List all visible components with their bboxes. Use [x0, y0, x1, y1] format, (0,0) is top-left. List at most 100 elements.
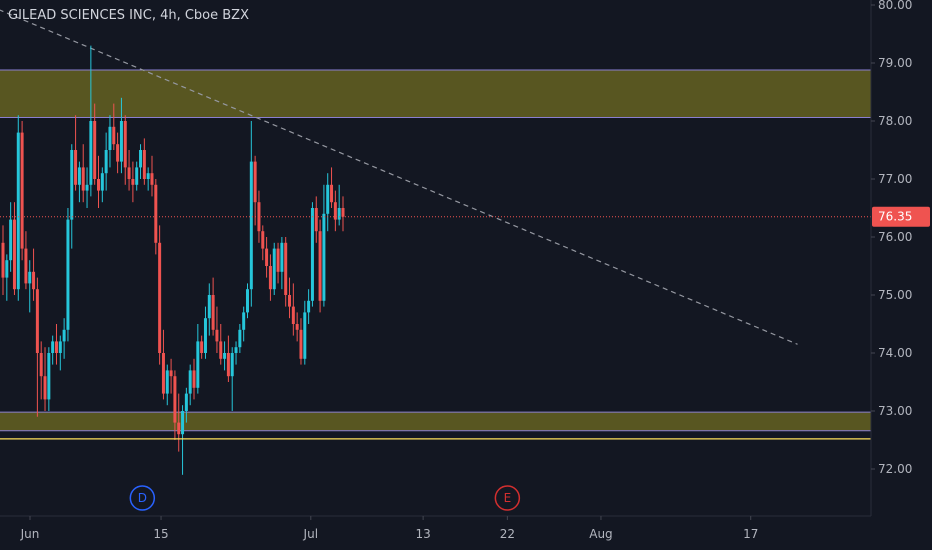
price-tick-label: 75.00	[878, 288, 912, 302]
last-price-tag	[872, 206, 930, 227]
candle	[253, 155, 257, 226]
candle	[303, 300, 307, 365]
candle	[192, 358, 196, 400]
candle-body	[196, 341, 200, 388]
candle	[16, 115, 20, 301]
candle	[330, 167, 334, 208]
candle	[12, 202, 16, 295]
candle-body	[299, 329, 303, 359]
price-tick-label: 76.00	[878, 230, 912, 244]
candle	[173, 370, 177, 440]
last-price-label: 76.35	[878, 210, 912, 224]
candle-body	[188, 370, 192, 394]
candle	[215, 306, 219, 353]
candle-body	[77, 167, 81, 185]
time-axis[interactable]: Jun 15 Jul 13 22 Aug 17	[0, 515, 871, 541]
candle-body	[58, 341, 62, 353]
candle-body	[70, 150, 74, 220]
candle	[58, 335, 62, 371]
candle-body	[104, 150, 108, 174]
candle-body	[150, 173, 154, 185]
candle	[28, 260, 32, 313]
candle-body	[81, 167, 85, 191]
candle-body	[35, 289, 39, 353]
candle	[291, 283, 295, 336]
time-tick-label: Jun	[20, 527, 40, 541]
candle-body	[330, 184, 334, 203]
candle-body	[119, 121, 123, 162]
support-zone	[0, 412, 871, 431]
candle-body	[139, 150, 143, 168]
candle-body	[28, 271, 32, 284]
candle-body	[272, 248, 276, 290]
candle-body	[20, 132, 24, 249]
candle	[307, 289, 311, 324]
trendline-layer	[0, 9, 798, 345]
candle-body	[100, 173, 104, 191]
time-tick-label: Jul	[303, 527, 318, 541]
candle	[165, 364, 169, 406]
candle-body	[261, 231, 265, 249]
candle-body	[295, 324, 299, 330]
candle	[322, 184, 326, 307]
candles-layer	[1, 45, 345, 475]
candle	[32, 248, 36, 301]
candle-body	[341, 208, 345, 217]
candle-body	[322, 213, 326, 301]
candle	[97, 155, 101, 208]
candle	[265, 237, 269, 278]
candle	[184, 387, 188, 423]
candle-body	[62, 329, 66, 342]
candle	[74, 115, 78, 191]
earnings-marker[interactable]: E	[494, 485, 521, 511]
candle-body	[337, 208, 341, 220]
candle-body	[215, 329, 219, 342]
candle	[288, 277, 292, 319]
candle-body	[207, 295, 211, 319]
candle-body	[333, 202, 337, 220]
candle-body	[97, 179, 101, 191]
price-tick-label: 79.00	[878, 56, 912, 70]
candle	[341, 196, 345, 232]
candle-body	[288, 295, 292, 307]
price-tick-label: 73.00	[878, 404, 912, 418]
price-axis[interactable]: 80.00 79.00 78.00 77.00 76.00 75.00 74.00 73.00…	[870, 0, 930, 516]
candle	[119, 97, 123, 174]
candle	[77, 161, 81, 203]
candle-body	[12, 219, 16, 290]
candle	[249, 121, 253, 307]
candle-body	[268, 266, 272, 290]
chart-title: GILEAD SCIENCES INC, 4h, Cboe BZX	[8, 8, 249, 23]
candle	[196, 324, 200, 394]
candle-body	[1, 242, 5, 278]
candle-body	[54, 341, 58, 353]
candle-body	[230, 353, 234, 377]
candle-body	[226, 353, 230, 377]
candle	[142, 138, 146, 185]
candle	[1, 225, 5, 295]
time-tick-label: 17	[743, 527, 758, 541]
candle	[85, 167, 89, 208]
time-tick-label: 13	[415, 527, 430, 541]
price-tick-label: 80.00	[878, 0, 912, 12]
candle	[211, 277, 215, 336]
dividend-marker-label: D	[138, 491, 147, 505]
earnings-marker-circle	[494, 485, 521, 511]
candle-body	[161, 353, 165, 394]
dividend-marker[interactable]: D	[129, 485, 156, 511]
candle-body	[112, 126, 116, 145]
candle	[150, 155, 154, 197]
resistance-zone	[0, 69, 871, 118]
candle	[177, 393, 181, 452]
candle	[272, 242, 276, 295]
price-tick-label: 77.00	[878, 172, 912, 186]
candle	[104, 132, 108, 191]
candle	[116, 132, 120, 174]
candle	[314, 196, 318, 243]
candle-body	[284, 242, 288, 295]
price-tick-label: 74.00	[878, 346, 912, 360]
candle-body	[5, 260, 9, 278]
candle-body	[234, 347, 238, 353]
candle	[100, 167, 104, 203]
